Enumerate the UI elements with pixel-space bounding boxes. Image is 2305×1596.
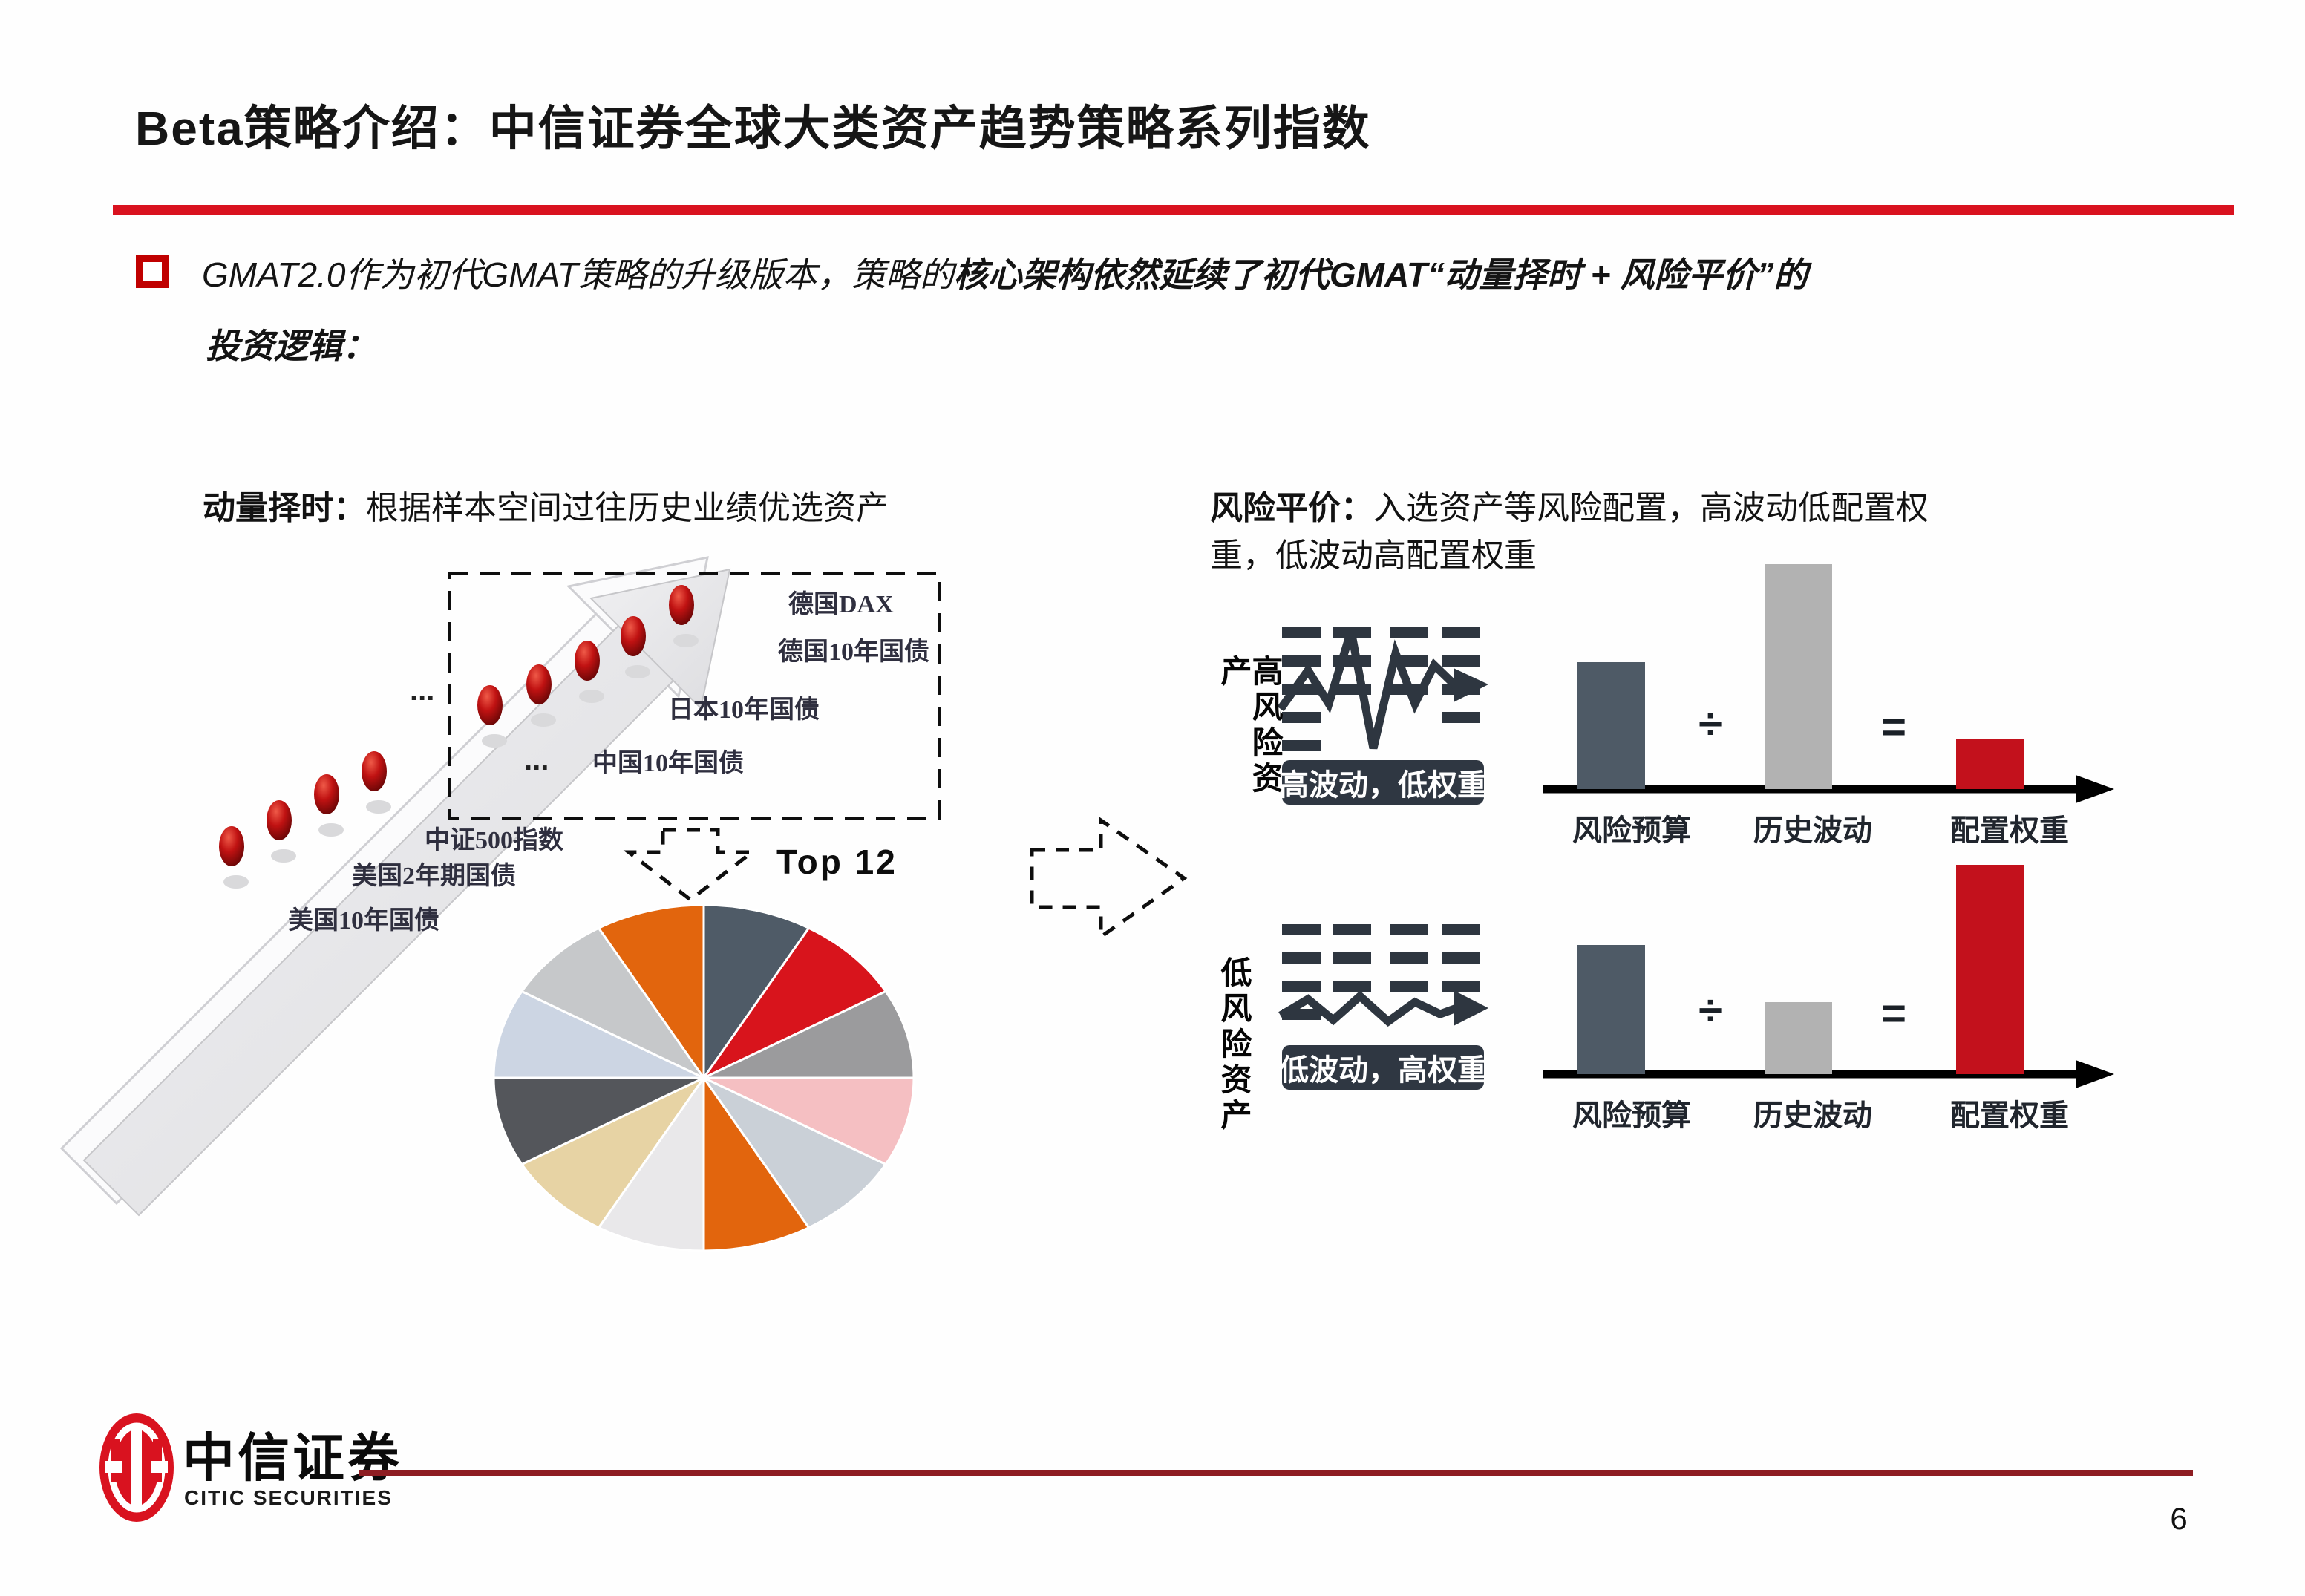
risk-parity-header-desc: 入选资产等风险配置，高波动低配置权 — [1373, 490, 1929, 526]
high-risk-bars — [1577, 564, 2024, 789]
risk-parity-section-header: 风险平价：入选资产等风险配置，高波动低配置权 — [1210, 481, 1929, 529]
bar-风险预算 — [1577, 662, 1645, 789]
axis-label-hist-vol-low: 历史波动 — [1753, 1099, 1872, 1132]
bar-历史波动 — [1765, 564, 1832, 789]
bullet-text-line1: GMAT2.0作为初代GMAT策略的升级版本，策略的核心架构依然延续了初代GMA… — [202, 248, 1808, 297]
asset-dots — [219, 585, 694, 866]
bullet-bold: 核心架构依然延续了初代GMAT“动量择时 + 风险平价”的 — [953, 255, 1808, 294]
bullet-text-line2: 投资逻辑： — [206, 327, 376, 365]
dashed-down-arrow — [623, 828, 758, 903]
pie-slice — [702, 1074, 811, 1252]
low-risk-badge: 低波动，高权重 — [1279, 1045, 1487, 1090]
momentum-arrow — [82, 568, 731, 1217]
pie-slice — [700, 1075, 888, 1229]
title-rule — [113, 205, 2234, 215]
bar-风险预算 — [1577, 945, 1645, 1074]
pie-slice — [520, 926, 707, 1081]
asset-label-us-10y: 美国10年国债 — [288, 907, 439, 935]
ellipsis-lower: ... — [524, 744, 549, 776]
pie-slice — [597, 1074, 705, 1252]
high-risk-badge: 高波动，低权重 — [1279, 760, 1487, 805]
low-risk-bars — [1577, 865, 2024, 1074]
axis-label-weight-low: 配置权重 — [1950, 1099, 2069, 1132]
pie-slice — [702, 903, 811, 1082]
low-risk-side-label: 低风险资产 — [1216, 956, 1250, 1134]
pie-slice — [703, 1076, 915, 1166]
axis-label-weight-high: 配置权重 — [1950, 814, 2069, 847]
brand-name-cn: 中信证券 — [183, 1429, 402, 1487]
pie-slice — [700, 926, 888, 1081]
asset-label-us-2y: 美国2年期国债 — [352, 863, 516, 890]
pie-slice — [597, 903, 705, 1082]
axis-label-hist-vol-high: 历史波动 — [1753, 814, 1872, 847]
momentum-header-desc: 根据样本空间过往历史业绩优选资产 — [366, 490, 889, 526]
risk-parity-header-term: 风险平价： — [1210, 490, 1373, 526]
axis-label-risk-budget-high: 风险预算 — [1572, 814, 1691, 847]
bar-配置权重 — [1956, 865, 2024, 1074]
asset-dot-shadows — [223, 634, 699, 889]
pie-slice — [520, 1075, 707, 1229]
high-risk-side-label: 高风险资产 — [1216, 655, 1281, 797]
risk-parity-header-line2: 重，低波动高配置权重 — [1210, 537, 1537, 574]
asset-label-de-10y: 德国10年国债 — [778, 638, 929, 666]
high-volatility-icon — [1277, 627, 1488, 751]
bar-配置权重 — [1956, 739, 2024, 789]
ellipsis-upper: ... — [410, 674, 435, 707]
footer-rule — [359, 1470, 2193, 1476]
pie-slice — [492, 1076, 704, 1166]
top12-label: Top 12 — [776, 843, 898, 881]
momentum-section-header: 动量择时：根据样本空间过往历史业绩优选资产 — [203, 481, 889, 529]
selection-dashed-rect — [448, 572, 941, 820]
equals-sign-high: = — [1881, 703, 1906, 751]
citic-logo — [99, 1413, 174, 1522]
asset-label-cn-10y: 中国10年国债 — [592, 750, 744, 777]
axis-label-risk-budget-low: 风险预算 — [1572, 1099, 1691, 1132]
brand-name-en: CITIC SECURITIES — [184, 1486, 393, 1509]
equals-sign-low: = — [1881, 990, 1906, 1038]
page-title: Beta策略介绍：中信证券全球大类资产趋势策略系列指数 — [135, 102, 1371, 155]
bullet-marker — [136, 255, 169, 288]
page-number: 6 — [2170, 1501, 2188, 1536]
asset-label-de-dax: 德国DAX — [788, 591, 894, 618]
pie-slice — [703, 990, 915, 1079]
divide-sign-low: ÷ — [1698, 987, 1722, 1035]
bullet-regular: GMAT2.0作为初代GMAT策略的升级版本，策略的 — [202, 255, 954, 294]
asset-label-jp-10y: 日本10年国债 — [668, 696, 820, 724]
bar-历史波动 — [1765, 1002, 1832, 1074]
pie-slice — [492, 990, 704, 1079]
asset-label-csi500: 中证500指数 — [425, 827, 563, 854]
low-volatility-icon — [1278, 924, 1488, 1027]
dashed-right-arrow — [1030, 817, 1188, 941]
top12-pie-chart — [492, 903, 915, 1252]
divide-sign-high: ÷ — [1698, 700, 1722, 748]
momentum-header-term: 动量择时： — [203, 490, 366, 526]
